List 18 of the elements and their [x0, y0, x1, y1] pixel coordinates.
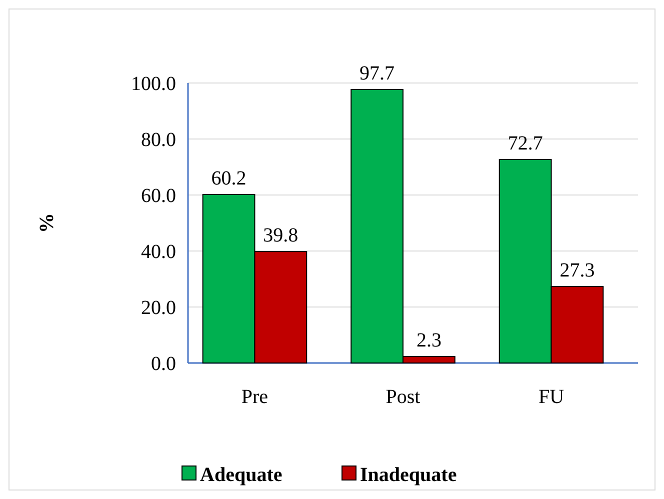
x-tick-label: Post: [386, 386, 421, 408]
y-tick-label: 100.0: [131, 73, 176, 95]
y-tick-label: 80.0: [141, 129, 176, 151]
y-tick-label: 0.0: [151, 353, 176, 375]
y-tick-label: 60.0: [141, 185, 176, 207]
data-label: 97.7: [360, 62, 395, 84]
y-axis-title: %: [36, 213, 58, 233]
y-tick-label: 20.0: [141, 297, 176, 319]
legend-label: Adequate: [200, 464, 282, 486]
data-label: 2.3: [416, 330, 442, 352]
legend-label: Inadequate: [360, 464, 457, 486]
data-label: 72.7: [508, 132, 543, 154]
y-tick-label: 40.0: [141, 241, 176, 263]
x-tick-label: FU: [538, 386, 565, 408]
data-label: 60.2: [211, 167, 246, 190]
data-label: 27.3: [560, 260, 595, 282]
data-label: 39.8: [263, 224, 298, 247]
x-tick-label: Pre: [241, 386, 268, 408]
